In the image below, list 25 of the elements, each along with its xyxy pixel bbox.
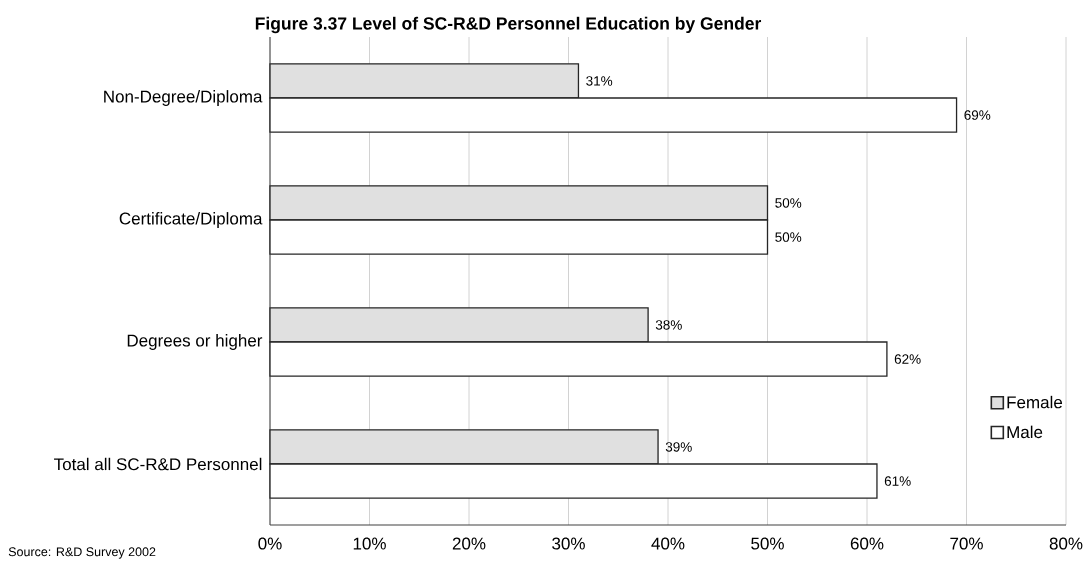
x-tick-label: 80% [1049,537,1083,550]
legend-label: Male [1007,425,1043,439]
data-label: 39% [665,442,692,452]
x-tick-label: 20% [452,537,486,550]
legend-label: Female [1007,395,1063,409]
data-label: 62% [894,354,921,364]
chart-title: Figure 3.37 Level of SC-R&D Personnel Education by Gender [255,16,762,34]
x-tick-label: 40% [651,537,685,550]
x-tick-label: 0% [258,537,282,550]
data-label: 31% [586,76,613,86]
y-tick-label: Certificate/Diploma [119,212,263,228]
data-label: 61% [884,476,911,486]
x-tick-label: 30% [552,537,585,550]
y-tick-label: Non-Degree/Diploma [104,90,263,106]
data-label: 38% [655,320,682,330]
x-tick-label: 10% [353,537,386,550]
source-note: Source: R&D Survey 2002 [8,547,156,559]
data-label: 50% [775,198,802,208]
data-label: 50% [775,232,802,242]
x-tick-label: 70% [950,537,983,550]
y-tick-label: Degrees or higher [127,334,263,350]
x-tick-label: 50% [751,537,784,550]
y-tick-label: Total all SC-R&D Personnel [54,457,262,471]
data-label: 69% [964,110,991,120]
x-tick-label: 60% [850,537,884,550]
